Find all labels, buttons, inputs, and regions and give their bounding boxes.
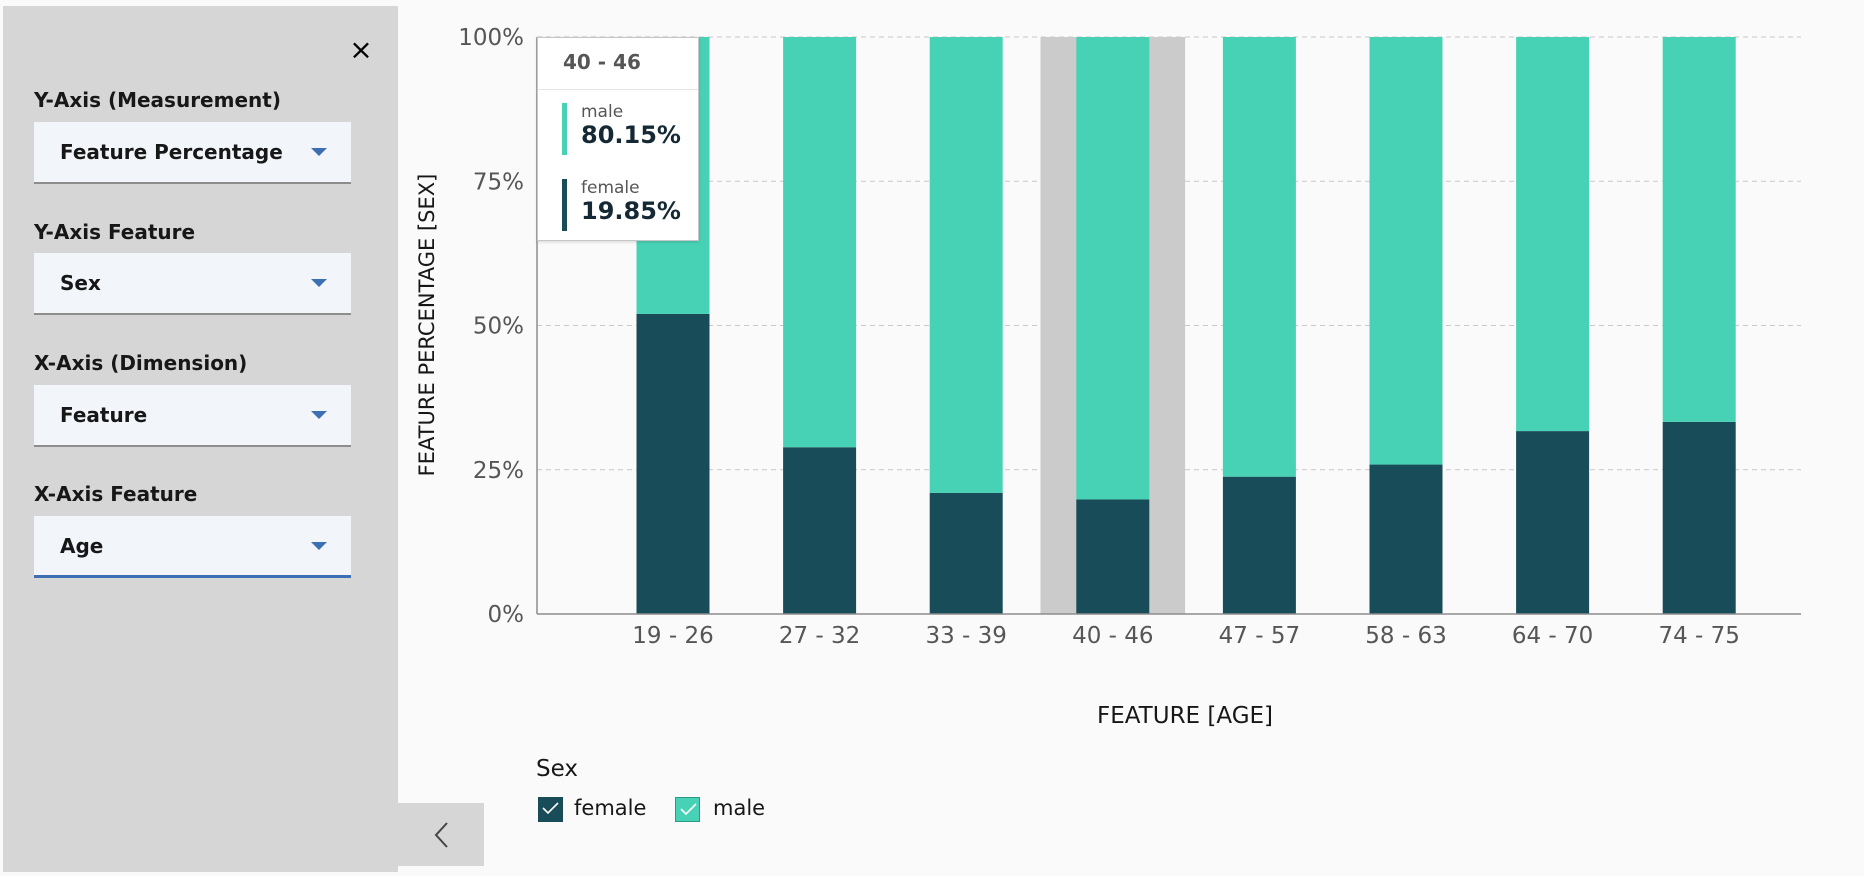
- tooltip-male-label: male: [581, 102, 624, 122]
- bar-female: [929, 492, 1003, 614]
- y-tick-label: 0%: [488, 602, 525, 628]
- tooltip-title: 40 - 46: [563, 50, 641, 74]
- y-axis-measurement-label: Y-Axis (Measurement): [34, 88, 281, 112]
- bar-male: [783, 37, 857, 448]
- tooltip-female-value: 19.85%: [581, 197, 681, 225]
- bar-female: [1369, 464, 1443, 614]
- y-tick-label: 75%: [473, 169, 524, 195]
- y-axis-feature-value: Sex: [60, 271, 101, 295]
- bar-male: [1076, 37, 1150, 500]
- x-tick-label: 47 - 57: [1219, 623, 1300, 649]
- bar-female: [783, 447, 857, 614]
- chevron-down-icon: [311, 279, 327, 287]
- x-axis-feature-value: Age: [60, 534, 104, 558]
- legend-title: Sex: [536, 756, 578, 782]
- x-axis-dimension-label: X-Axis (Dimension): [34, 351, 248, 375]
- x-axis-dimension-select[interactable]: Feature: [34, 385, 351, 447]
- bars: [636, 37, 1736, 614]
- settings-panel: × Y-Axis (Measurement) Feature Percentag…: [3, 6, 398, 872]
- y-tick-label: 25%: [473, 458, 524, 484]
- bar-female: [1662, 421, 1736, 614]
- tooltip-female-label: female: [581, 178, 640, 198]
- bar-female: [1076, 499, 1150, 614]
- chevron-down-icon: [311, 148, 327, 156]
- bar-female: [636, 313, 710, 614]
- tooltip-male-swatch: [562, 103, 567, 155]
- y-axis-title: FEATURE PERCENTAGE [SEX]: [415, 174, 439, 477]
- x-tick-label: 58 - 63: [1365, 623, 1446, 649]
- legend-label-male: male: [713, 796, 766, 820]
- bar-male: [1662, 37, 1736, 422]
- x-tick-label: 64 - 70: [1512, 623, 1593, 649]
- bar-female: [1222, 476, 1296, 614]
- y-tick-label: 50%: [473, 314, 524, 340]
- tooltip-divider: [538, 89, 698, 90]
- y-axis-feature-select[interactable]: Sex: [34, 253, 351, 315]
- chevron-left-icon: [434, 822, 448, 848]
- checkbox-icon: [538, 797, 563, 822]
- y-axis-measurement-value: Feature Percentage: [60, 140, 283, 164]
- close-icon[interactable]: ×: [349, 33, 373, 66]
- chevron-down-icon: [311, 411, 327, 419]
- tooltip: 40 - 46 male 80.15% female 19.85%: [537, 37, 699, 241]
- axes: 0% 25% 50% 75% 100% 19 - 26 27 - 32 33 - 39 40 -…: [458, 25, 1801, 649]
- tooltip-male-value: 80.15%: [581, 121, 681, 149]
- bar-male: [1222, 37, 1296, 477]
- bar-female: [1516, 431, 1590, 614]
- x-axis-feature-select[interactable]: Age: [34, 516, 351, 578]
- chevron-down-icon: [311, 542, 327, 550]
- y-axis-feature-label: Y-Axis Feature: [34, 220, 196, 244]
- x-axis-title: FEATURE [AGE]: [1097, 703, 1273, 729]
- legend-label-female: female: [574, 796, 647, 820]
- bar-male: [1516, 37, 1590, 432]
- y-axis-measurement-select[interactable]: Feature Percentage: [34, 122, 351, 184]
- x-tick-label: 33 - 39: [925, 623, 1006, 649]
- x-axis-feature-label: X-Axis Feature: [34, 482, 198, 506]
- y-tick-label: 100%: [458, 25, 524, 51]
- x-tick-label: 74 - 75: [1658, 623, 1739, 649]
- tooltip-female-swatch: [562, 179, 567, 231]
- x-tick-label: 40 - 46: [1072, 623, 1153, 649]
- bar-male: [1369, 37, 1443, 465]
- x-tick-label: 19 - 26: [632, 623, 713, 649]
- bar-male: [929, 37, 1003, 493]
- x-axis-dimension-value: Feature: [60, 403, 148, 427]
- checkbox-icon: [675, 797, 700, 822]
- x-tick-label: 27 - 32: [779, 623, 860, 649]
- collapse-panel-button[interactable]: [398, 803, 484, 866]
